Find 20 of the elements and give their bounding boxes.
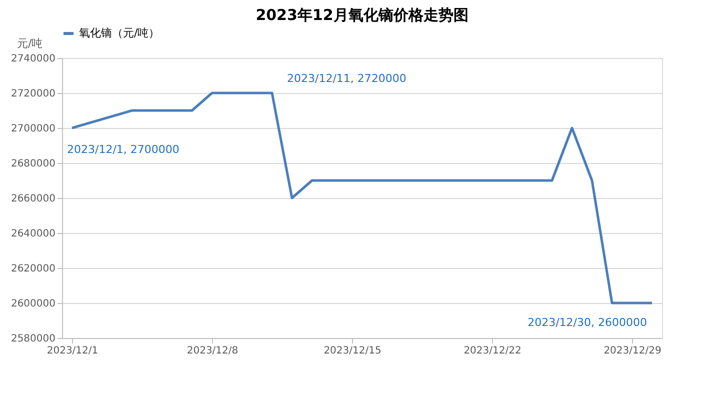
legend-label: 氧化镝（元/吨） bbox=[79, 26, 160, 40]
y-tick-label: 2620000 bbox=[10, 264, 56, 274]
x-tick-label: 2023/12/1 bbox=[46, 346, 98, 356]
y-tick-label: 2660000 bbox=[10, 194, 56, 204]
y-tick-label: 2740000 bbox=[10, 54, 56, 64]
annotation: 2023/12/11, 2720000 bbox=[287, 72, 406, 85]
x-tick-label: 2023/12/22 bbox=[464, 346, 522, 356]
annotation: 2023/12/1, 2700000 bbox=[67, 143, 180, 156]
y-tick-label: 2640000 bbox=[10, 228, 56, 240]
y-tick-label: 2600000 bbox=[10, 298, 56, 310]
x-tick-label: 2023/12/15 bbox=[324, 346, 382, 356]
x-tick-label: 2023/12/8 bbox=[186, 346, 238, 356]
x-tick-label: 2023/12/29 bbox=[604, 346, 662, 356]
y-tick-label: 2580000 bbox=[10, 334, 56, 344]
y-axis-title: 元/吨 bbox=[17, 37, 43, 50]
annotation: 2023/12/30, 2600000 bbox=[528, 316, 647, 329]
chart-title: 2023年12月氧化镝价格走势图 bbox=[256, 6, 468, 24]
y-tick-label: 2680000 bbox=[10, 158, 56, 170]
y-tick-label: 2720000 bbox=[10, 88, 56, 100]
y-tick-label: 2700000 bbox=[10, 124, 56, 134]
